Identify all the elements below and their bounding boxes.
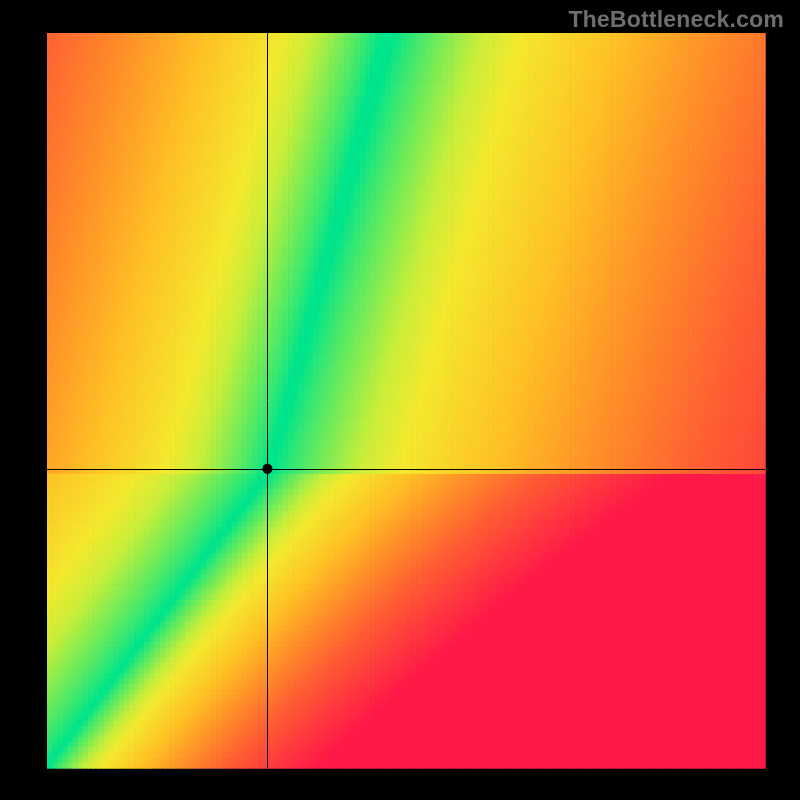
chart-container: TheBottleneck.com bbox=[0, 0, 800, 800]
watermark-text: TheBottleneck.com bbox=[568, 6, 784, 33]
bottleneck-heatmap bbox=[0, 0, 800, 800]
